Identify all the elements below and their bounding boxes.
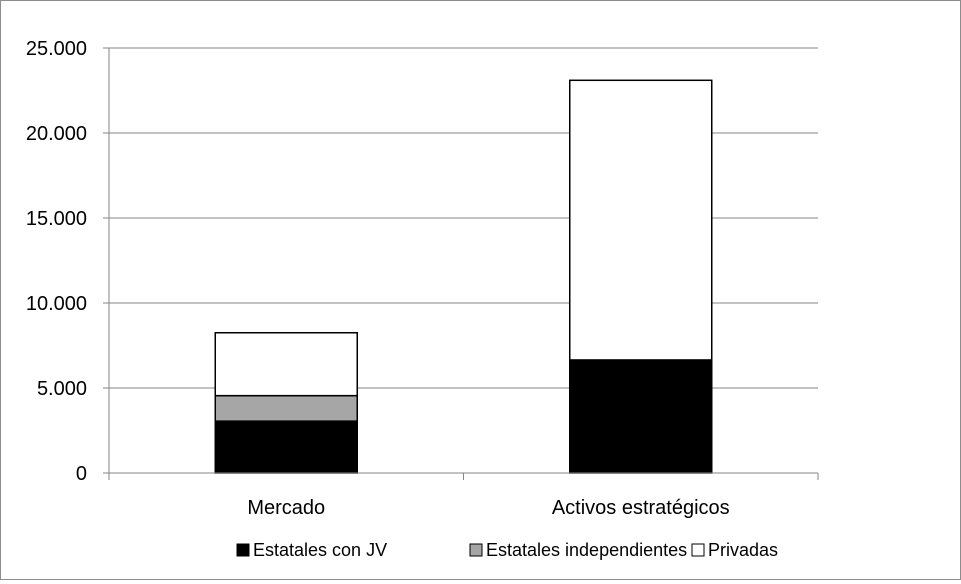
bar-segment bbox=[214, 332, 358, 397]
x-category-label: Activos estratégicos bbox=[552, 497, 730, 519]
bar-segment bbox=[569, 79, 713, 361]
y-tick-label: 20.000 bbox=[26, 123, 87, 145]
legend-swatch bbox=[469, 543, 483, 557]
bar-segment bbox=[214, 394, 358, 422]
legend-label: Estatales independientes bbox=[486, 540, 687, 560]
legend-label: Privadas bbox=[708, 540, 778, 560]
y-tick-label: 25.000 bbox=[26, 38, 87, 60]
bar-segment bbox=[569, 359, 713, 474]
y-tick-label: 15.000 bbox=[26, 208, 87, 230]
legend-swatch bbox=[691, 543, 705, 557]
legend-label: Estatales con JV bbox=[253, 540, 387, 560]
y-tick-label: 10.000 bbox=[26, 293, 87, 315]
x-category-label: Mercado bbox=[247, 497, 325, 519]
legend-swatch bbox=[236, 543, 250, 557]
bar-segment bbox=[214, 420, 358, 474]
y-tick-label: 0 bbox=[76, 463, 87, 485]
y-tick-label: 5.000 bbox=[37, 378, 87, 400]
